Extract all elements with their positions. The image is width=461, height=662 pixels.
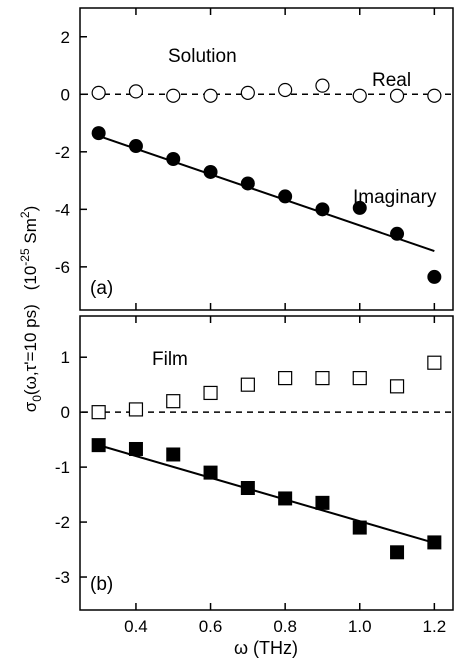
real-data-point <box>240 85 255 100</box>
imaginary-data-point <box>203 164 218 179</box>
real-data-point <box>278 82 293 98</box>
open-square-data-point <box>278 370 293 386</box>
imaginary-data-point <box>128 139 143 154</box>
real-series-label: Real <box>372 70 411 91</box>
imaginary-data-point <box>315 202 330 217</box>
open-square-data-point <box>352 370 367 386</box>
imaginary-data-point <box>427 269 442 284</box>
filled-square-data-point <box>427 535 442 550</box>
imaginary-data-point <box>166 152 181 166</box>
panel-a: 2 0 -2 -4 -6 Solution Real Imaginary (a) <box>55 7 454 311</box>
open-square-data-point <box>91 405 106 420</box>
panel-a-x-ticks <box>135 8 436 310</box>
filled-square-data-point <box>278 491 293 506</box>
film-annotation: Film <box>152 349 188 370</box>
panel-b-label: (b) <box>90 574 113 595</box>
imaginary-data-point <box>352 200 367 215</box>
y-label-unit-close: ) <box>21 206 40 212</box>
y-tick-label: -3 <box>55 568 70 587</box>
y-label-unit-exponent: -25 <box>18 248 32 266</box>
real-data-point <box>166 88 181 103</box>
filled-square-data-point <box>128 441 143 456</box>
real-data-point <box>315 78 330 93</box>
y-tick-label: -2 <box>55 143 70 162</box>
real-data-point <box>427 88 442 103</box>
real-data-point <box>352 88 367 103</box>
panel-b-data-points <box>91 355 442 560</box>
x-tick-label: 1.2 <box>423 617 447 636</box>
panel-a-label: (a) <box>90 278 113 299</box>
imaginary-fit-line <box>98 135 435 252</box>
real-data-point <box>91 85 106 100</box>
y-tick-label: 0 <box>61 403 70 422</box>
filled-series-fit-line <box>98 444 435 544</box>
y-tick-label: -2 <box>55 513 70 532</box>
filled-square-data-point <box>166 447 181 462</box>
panel-a-data-points <box>91 78 442 284</box>
filled-square-data-point <box>240 481 255 496</box>
open-square-data-point <box>315 370 330 386</box>
open-square-data-point <box>427 355 442 370</box>
y-tick-label: 0 <box>61 85 70 104</box>
imaginary-data-point <box>240 176 255 191</box>
real-data-point <box>389 88 405 103</box>
panel-b-x-ticks <box>135 316 436 610</box>
open-square-data-point <box>240 377 255 392</box>
x-tick-label: 1.0 <box>348 617 372 636</box>
open-square-data-point <box>128 402 144 417</box>
y-tick-label: 1 <box>61 348 70 367</box>
y-label-sigma: σ <box>21 401 40 412</box>
open-square-data-point <box>166 394 181 409</box>
y-axis-label: σ0(ω,τ'=10 ps) (10-25 Sm2) <box>18 206 44 413</box>
y-tick-label: -4 <box>55 200 70 219</box>
filled-square-data-point <box>91 438 106 453</box>
x-tick-labels: 0.4 0.6 0.8 1.0 1.2 <box>124 617 446 636</box>
y-label-unit-sm: Sm <box>21 218 40 248</box>
imaginary-data-point <box>91 126 106 141</box>
x-tick-label: 0.8 <box>273 617 297 636</box>
panel-a-frame <box>79 7 454 311</box>
y-label-unit-exponent-2: 2 <box>18 211 32 218</box>
filled-square-data-point <box>352 520 367 535</box>
filled-square-data-point <box>203 465 218 480</box>
solution-annotation: Solution <box>168 46 237 67</box>
x-tick-label: 0.6 <box>199 617 223 636</box>
imaginary-data-point <box>278 189 293 204</box>
real-data-point <box>203 88 218 103</box>
y-label-subscript: 0 <box>30 395 44 402</box>
panel-b: 1 0 -1 -2 -3 Film (b) <box>55 315 454 611</box>
panel-b-frame <box>79 315 454 611</box>
x-axis-label: ω (THz) <box>234 638 298 658</box>
y-tick-label: 2 <box>61 28 70 47</box>
y-label-args: (ω,τ'=10 ps) <box>21 304 40 395</box>
imaginary-series-label: Imaginary <box>353 187 437 208</box>
real-data-point <box>128 84 144 99</box>
open-square-data-point <box>203 385 218 401</box>
panel-b-y-ticks: 1 0 -1 -2 -3 <box>55 348 87 587</box>
imaginary-data-point <box>390 226 405 241</box>
open-square-data-point <box>389 379 405 394</box>
y-tick-label: -6 <box>55 258 70 277</box>
x-tick-label: 0.4 <box>124 617 148 636</box>
filled-square-data-point <box>390 545 405 560</box>
filled-square-data-point <box>315 495 330 510</box>
y-label-unit-open: (10 <box>21 266 40 291</box>
panel-a-y-ticks: 2 0 -2 -4 -6 <box>55 28 87 277</box>
y-tick-label: -1 <box>55 458 70 477</box>
